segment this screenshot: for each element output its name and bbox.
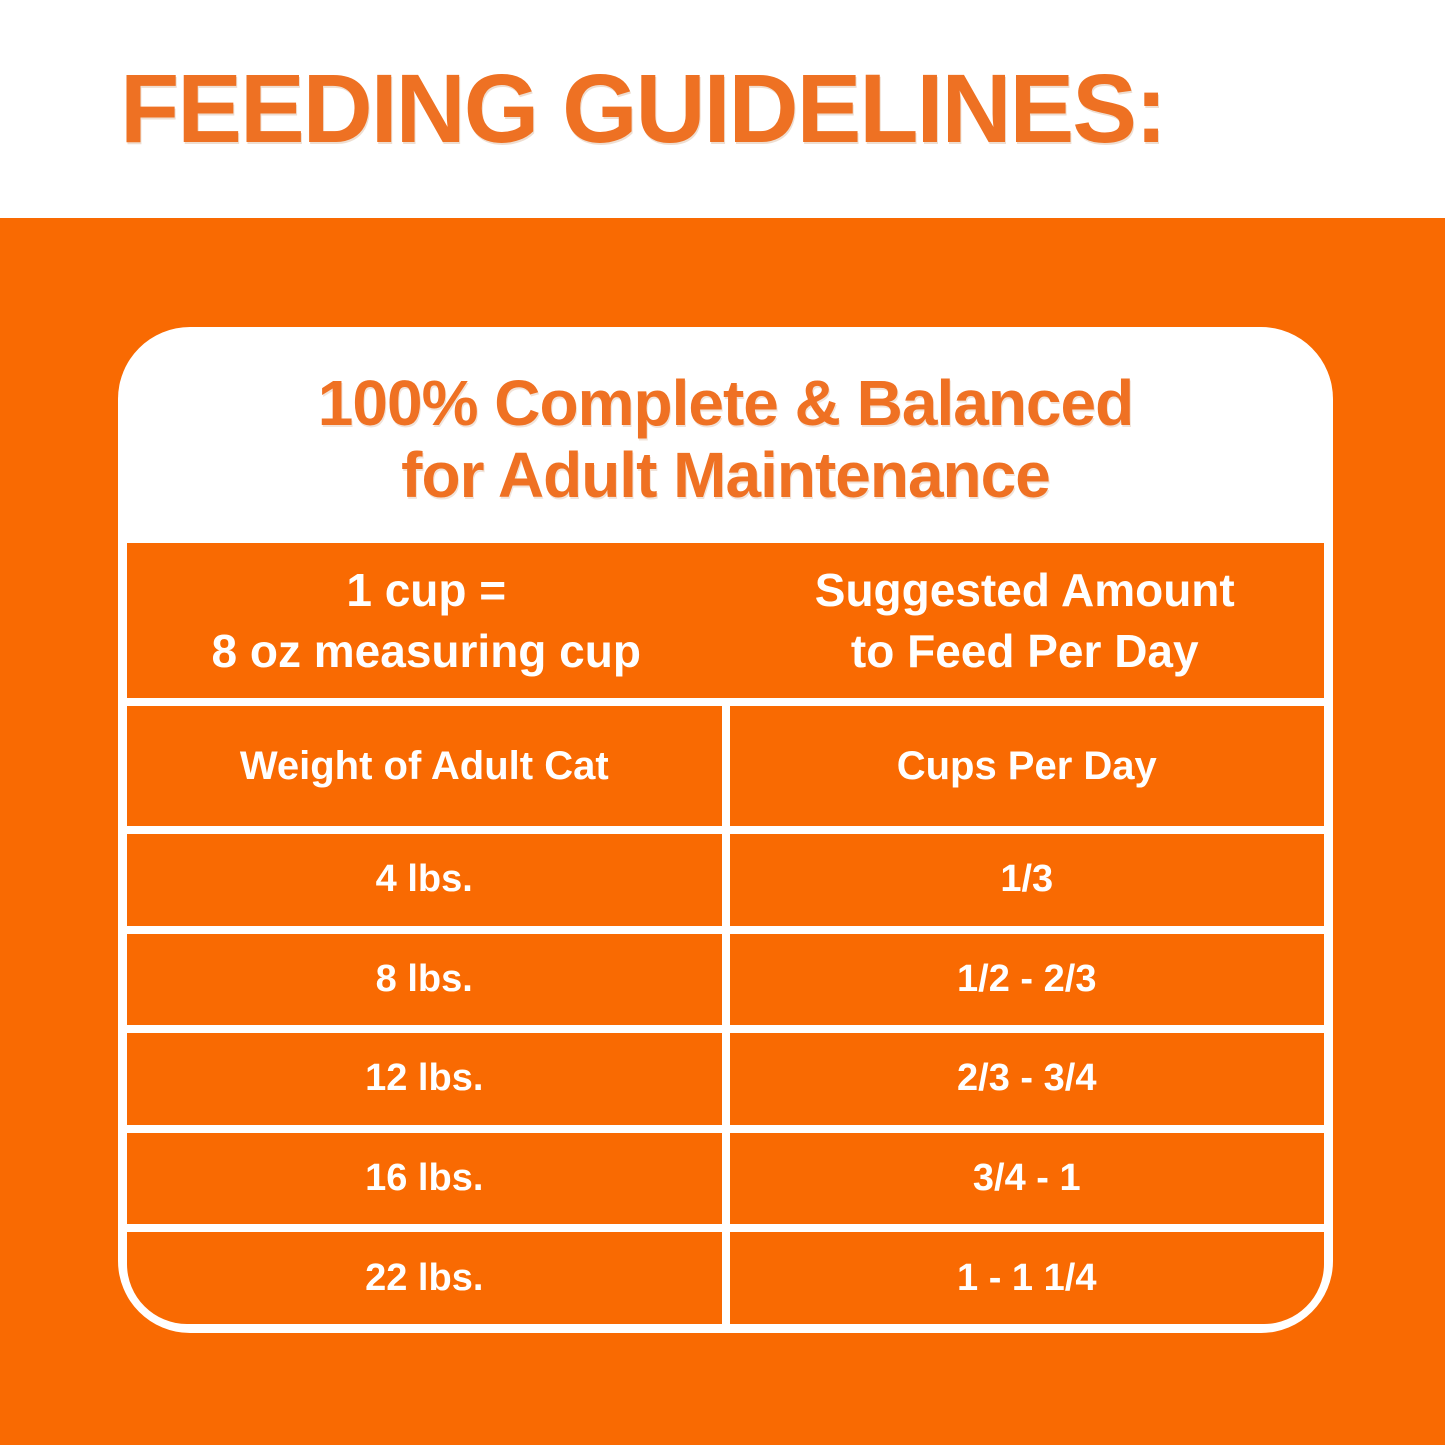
table-row-cups: 2/3 - 3/4: [729, 1033, 1324, 1125]
table-row-weight: 8 lbs.: [127, 933, 722, 1026]
card-heading-line2: for Adult Maintenance: [401, 438, 1051, 511]
header-band: FEEDING GUIDELINES:: [0, 0, 1445, 218]
table-row-weight: 22 lbs.: [127, 1232, 722, 1324]
header-suggested-amount-line2: to Feed Per Day: [850, 624, 1199, 677]
page-title: FEEDING GUIDELINES:: [120, 54, 1167, 163]
feeding-table: 1 cup = 8 oz measuring cup Suggested Amo…: [127, 543, 1324, 1324]
header-suggested-amount-line1: Suggested Amount: [814, 563, 1235, 616]
header-cup-definition-line2: 8 oz measuring cup: [211, 624, 641, 677]
table-row-cups: 3/4 - 1: [729, 1132, 1324, 1225]
column-header-weight: Weight of Adult Cat: [127, 706, 722, 826]
table-row-weight: 4 lbs.: [127, 834, 722, 926]
header-cup-definition: 1 cup = 8 oz measuring cup: [127, 543, 726, 698]
table-row-cups: 1 - 1 1/4: [729, 1232, 1324, 1324]
table-row-cups: 1/2 - 2/3: [729, 933, 1324, 1026]
column-header-cups: Cups Per Day: [729, 706, 1324, 826]
card-heading: 100% Complete & Balanced for Adult Maint…: [127, 336, 1324, 543]
header-suggested-amount: Suggested Amount to Feed Per Day: [726, 543, 1325, 698]
guidelines-card: 100% Complete & Balanced for Adult Maint…: [118, 327, 1333, 1333]
table-row-cups: 1/3: [729, 834, 1324, 926]
table-header-row: 1 cup = 8 oz measuring cup Suggested Amo…: [127, 543, 1324, 698]
orange-background: 100% Complete & Balanced for Adult Maint…: [0, 218, 1445, 1445]
table-row-weight: 12 lbs.: [127, 1033, 722, 1125]
header-cup-definition-line1: 1 cup =: [346, 563, 507, 616]
card-heading-line1: 100% Complete & Balanced: [317, 366, 1134, 439]
table-row-weight: 16 lbs.: [127, 1132, 722, 1225]
